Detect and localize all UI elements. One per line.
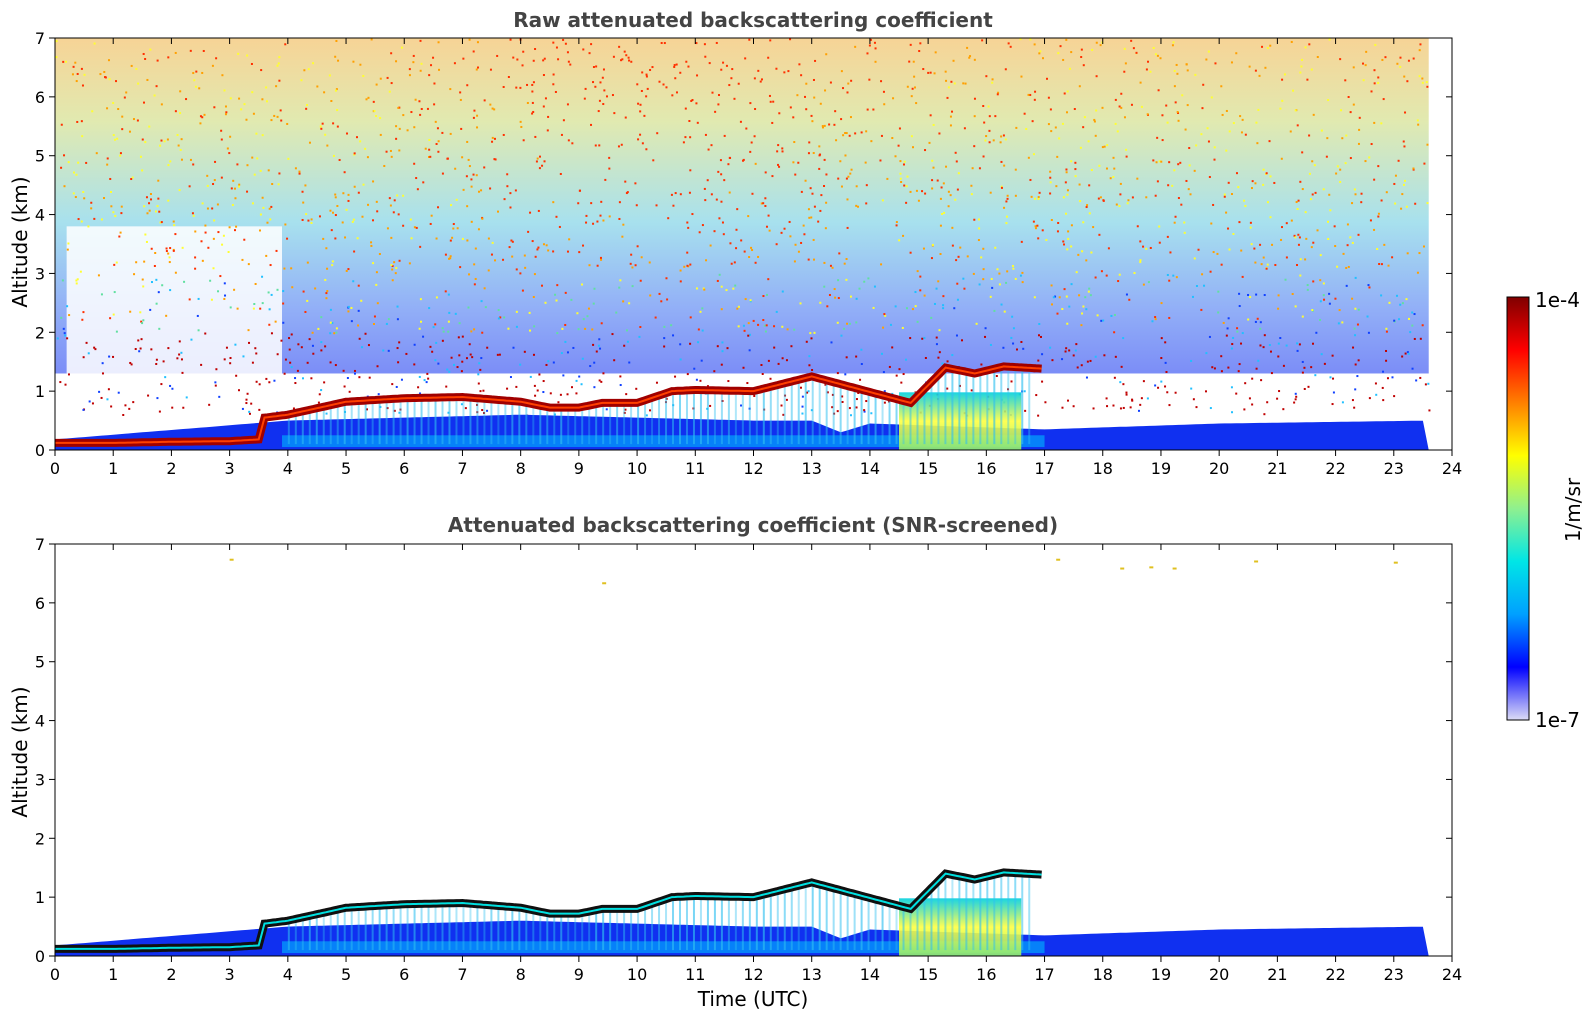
surface-band <box>282 941 1045 954</box>
x-tick-label: 8 <box>516 965 526 984</box>
y-tick-label: 6 <box>35 88 45 107</box>
x-tick-label: 11 <box>685 459 705 478</box>
colorbar-gradient <box>1506 296 1530 721</box>
x-tick-label: 16 <box>976 459 996 478</box>
x-tick-label: 0 <box>50 459 60 478</box>
raw-y-axis-label: Altitude (km) <box>8 176 32 307</box>
y-tick-label: 4 <box>35 712 45 731</box>
colorbar-unit-label: 1/m/sr <box>1561 477 1585 542</box>
x-tick-label: 10 <box>627 459 647 478</box>
subcloud-streaks <box>287 875 1031 951</box>
raw-panel-title: Raw attenuated backscattering coefficien… <box>513 8 993 32</box>
x-tick-label: 23 <box>1384 965 1404 984</box>
raw-x-ticks: 0 1 2 3 4 5 6 7 8 9 10 11 12 13 14 15 16 17 18 19 20 21 22 23 24 <box>50 38 1462 478</box>
x-tick-label: 22 <box>1325 965 1345 984</box>
x-tick-label: 4 <box>283 459 293 478</box>
time-axis-label: Time (UTC) <box>697 987 809 1011</box>
y-tick-label: 7 <box>35 535 45 554</box>
colorbar-max-label: 1e-4 <box>1535 288 1580 312</box>
x-tick-label: 23 <box>1384 459 1404 478</box>
x-tick-label: 0 <box>50 965 60 984</box>
x-tick-label: 20 <box>1209 459 1229 478</box>
x-tick-label: 9 <box>574 965 584 984</box>
x-tick-label: 2 <box>166 459 176 478</box>
y-tick-label: 0 <box>35 441 45 460</box>
x-tick-label: 11 <box>685 965 705 984</box>
y-tick-label: 2 <box>35 323 45 342</box>
screened-heatmap <box>55 558 1429 956</box>
x-tick-label: 2 <box>166 965 176 984</box>
cloud-base-core <box>55 365 1042 444</box>
screened-y-axis-label: Altitude (km) <box>8 686 32 817</box>
colorbar-min-label: 1e-7 <box>1535 708 1580 732</box>
x-tick-label: 1 <box>108 459 118 478</box>
x-tick-label: 19 <box>1151 965 1171 984</box>
x-tick-label: 9 <box>574 459 584 478</box>
x-tick-label: 20 <box>1209 965 1229 984</box>
raw-heatmap <box>55 38 1431 450</box>
y-tick-label: 7 <box>35 29 45 48</box>
surface-band <box>282 435 1045 448</box>
x-tick-label: 7 <box>457 965 467 984</box>
x-tick-label: 4 <box>283 965 293 984</box>
x-tick-label: 5 <box>341 965 351 984</box>
raw-backscatter-panel: 0 1 2 3 4 5 6 7 8 9 10 11 12 13 14 15 16 17 18 19 20 21 22 23 24… <box>8 8 1462 478</box>
x-tick-label: 15 <box>918 459 938 478</box>
screened-y-ticks: 0 1 2 3 4 5 6 7 <box>35 535 1452 966</box>
x-tick-label: 7 <box>457 459 467 478</box>
screened-backscatter-panel: 0 1 2 3 4 5 6 7 8 9 10 11 12 13 14 15 16 17 18 19 20 21 22 23 24… <box>8 513 1462 1011</box>
x-tick-label: 12 <box>743 459 763 478</box>
x-tick-label: 18 <box>1093 459 1113 478</box>
x-tick-label: 24 <box>1442 965 1462 984</box>
x-tick-label: 17 <box>1034 965 1054 984</box>
y-tick-label: 0 <box>35 947 45 966</box>
x-tick-label: 18 <box>1093 965 1113 984</box>
x-tick-label: 1 <box>108 965 118 984</box>
isolated-pixels <box>229 558 1398 585</box>
y-tick-label: 5 <box>35 147 45 166</box>
x-tick-label: 14 <box>860 965 880 984</box>
x-tick-label: 6 <box>399 965 409 984</box>
x-tick-label: 17 <box>1034 459 1054 478</box>
x-tick-label: 8 <box>516 459 526 478</box>
clear-region <box>66 226 283 433</box>
x-tick-label: 24 <box>1442 459 1462 478</box>
y-tick-label: 6 <box>35 594 45 613</box>
screened-x-ticks: 0 1 2 3 4 5 6 7 8 9 10 11 12 13 14 15 16 17 18 19 20 21 22 23 24 <box>50 544 1462 984</box>
x-tick-label: 16 <box>976 965 996 984</box>
x-tick-label: 13 <box>802 459 822 478</box>
x-tick-label: 3 <box>225 965 235 984</box>
raw-y-ticks: 0 1 2 3 4 5 6 7 <box>35 29 1452 460</box>
noise-field <box>55 38 1429 374</box>
screened-panel-title: Attenuated backscattering coefficient (S… <box>448 513 1058 537</box>
colorbar: 1e-4 1e-7 1/m/sr <box>1506 288 1585 732</box>
x-tick-label: 21 <box>1267 965 1287 984</box>
x-tick-label: 22 <box>1325 459 1345 478</box>
x-tick-label: 19 <box>1151 459 1171 478</box>
x-tick-label: 21 <box>1267 459 1287 478</box>
y-tick-label: 5 <box>35 653 45 672</box>
y-tick-label: 1 <box>35 888 45 907</box>
x-tick-label: 13 <box>802 965 822 984</box>
y-tick-label: 4 <box>35 206 45 225</box>
x-tick-label: 6 <box>399 459 409 478</box>
y-tick-label: 3 <box>35 264 45 283</box>
x-tick-label: 3 <box>225 459 235 478</box>
y-tick-label: 3 <box>35 770 45 789</box>
x-tick-label: 10 <box>627 965 647 984</box>
subcloud-streaks <box>287 369 1031 445</box>
y-tick-label: 2 <box>35 829 45 848</box>
x-tick-label: 15 <box>918 965 938 984</box>
x-tick-label: 12 <box>743 965 763 984</box>
y-tick-label: 1 <box>35 382 45 401</box>
x-tick-label: 5 <box>341 459 351 478</box>
cloud-base-core <box>55 871 1042 950</box>
x-tick-label: 14 <box>860 459 880 478</box>
